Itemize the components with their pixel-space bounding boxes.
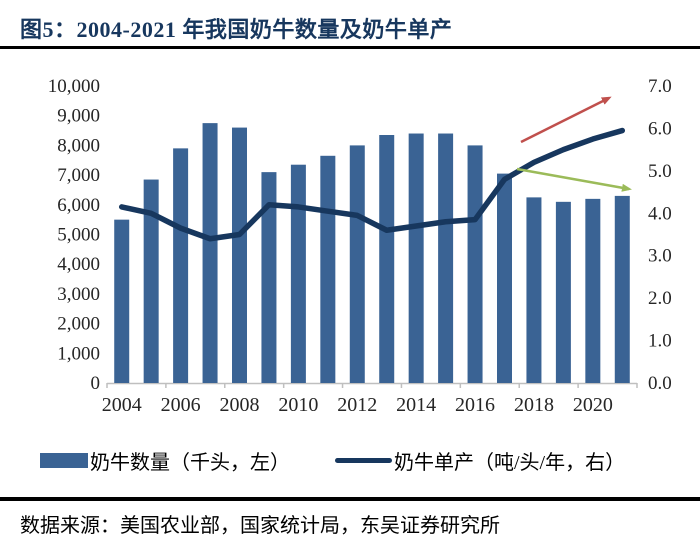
bar-2012: [349, 145, 365, 383]
left-axis-tick: 2,000: [57, 314, 100, 335]
left-axis-tick: 1,000: [57, 343, 100, 364]
legend-label-cow-count: 奶牛数量（千头，左）: [90, 451, 290, 474]
left-axis-tick: 9,000: [57, 106, 100, 127]
right-axis-tick: 4.0: [648, 203, 672, 224]
bar-2007: [202, 123, 218, 383]
bar-2006: [173, 148, 189, 383]
left-axis-tick: 0: [91, 373, 101, 394]
x-axis-tick: 2014: [396, 394, 436, 416]
figure-title: 图5：2004-2021 年我国奶牛数量及奶牛单产: [20, 17, 453, 42]
x-axis-tick: 2020: [573, 394, 613, 416]
bar-2018: [526, 197, 542, 383]
x-axis-tick: 2016: [455, 394, 495, 416]
legend-label-yield: 奶牛单产（吨/头/年，右）: [394, 451, 626, 474]
bar-2008: [232, 127, 247, 383]
right-axis-tick: 5.0: [648, 161, 672, 182]
bar-2020: [585, 198, 601, 383]
bar-2009: [261, 172, 277, 383]
left-axis-tick: 3,000: [57, 284, 100, 305]
left-axis-tick: 10,000: [48, 76, 100, 97]
legend-item-cow-count: 奶牛数量（千头，左）: [40, 446, 290, 475]
left-axis-tick: 5,000: [57, 225, 100, 246]
bar-2019: [555, 201, 571, 383]
bar-2011: [320, 155, 336, 383]
chart-canvas: 0 1,000 2,000 3,000 4,000 5,000 6,000 7,000 8,00…: [48, 76, 672, 416]
bar-2016: [467, 145, 483, 383]
figure-header: 图5：2004-2021 年我国奶牛数量及奶牛单产: [0, 0, 700, 49]
rising-trend-arrow: [520, 96, 612, 144]
x-axis-tick: 2012: [337, 394, 377, 416]
bar-2013: [379, 135, 395, 383]
x-axis-tick: 2006: [161, 394, 201, 416]
bar-2021: [614, 195, 630, 383]
bar-series-swatch: [40, 452, 88, 468]
figure-footer: 数据来源：美国农业部，国家统计局，东吴证券研究所: [0, 497, 700, 538]
right-axis-tick: 6.0: [648, 118, 672, 139]
right-axis-tick: 1.0: [648, 331, 672, 352]
right-axis-tick: 3.0: [648, 246, 672, 267]
falling-trend-arrow: [516, 167, 632, 192]
data-source-text: 数据来源：美国农业部，国家统计局，东吴证券研究所: [20, 515, 500, 537]
bar-2004: [114, 219, 130, 383]
left-axis-tick: 6,000: [57, 195, 100, 216]
x-axis-tick: 2018: [514, 394, 554, 416]
legend-item-yield: 奶牛单产（吨/头/年，右）: [335, 446, 625, 475]
chart-legend: 奶牛数量（千头，左） 奶牛单产（吨/头/年，右）: [0, 444, 700, 476]
yield-line: [118, 127, 626, 242]
left-axis-tick: 8,000: [57, 135, 100, 156]
left-axis-tick: 4,000: [57, 254, 100, 275]
bar-2014: [408, 133, 424, 383]
bar-2017: [497, 173, 512, 383]
bar-2015: [438, 133, 454, 383]
x-axis-tick: 2010: [278, 394, 318, 416]
left-axis-tick: 7,000: [57, 165, 100, 186]
x-axis-tick: 2008: [220, 394, 260, 416]
right-axis-tick: 0.0: [648, 373, 672, 394]
right-axis-tick: 7.0: [648, 76, 672, 97]
bar-2010: [290, 164, 306, 383]
bar-2005: [143, 179, 159, 383]
combo-chart: 0 1,000 2,000 3,000 4,000 5,000 6,000 7,000 8,00…: [0, 56, 700, 428]
right-axis-tick: 2.0: [648, 288, 672, 309]
line-series-swatch: [335, 457, 392, 463]
x-axis-tick: 2004: [102, 394, 142, 416]
